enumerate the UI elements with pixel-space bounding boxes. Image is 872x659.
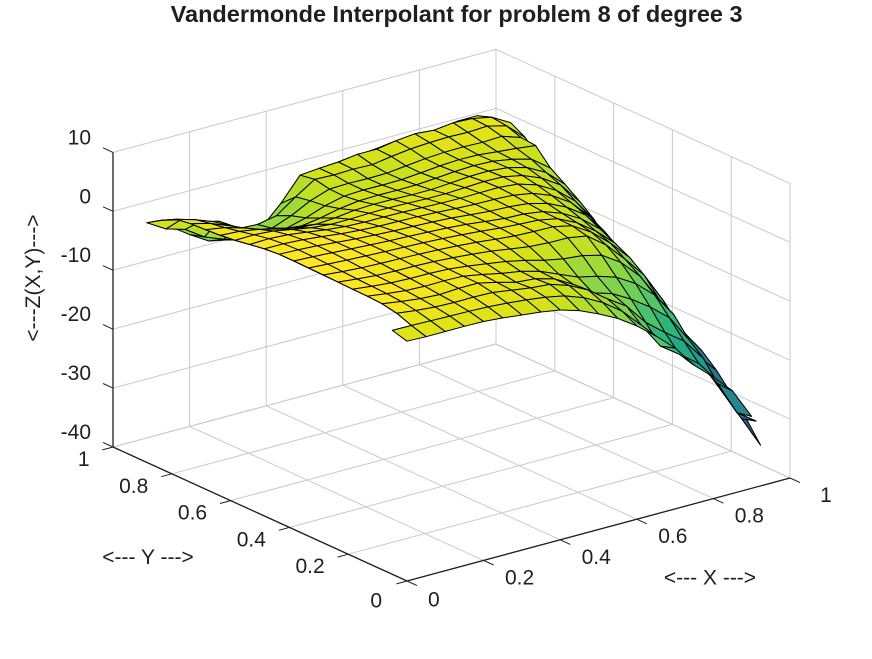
svg-text:0.8: 0.8	[119, 475, 148, 498]
svg-text:-30: -30	[61, 362, 91, 385]
svg-text:10: 10	[68, 126, 91, 149]
svg-text:1: 1	[78, 448, 90, 471]
svg-text:0: 0	[370, 589, 382, 612]
svg-text:-10: -10	[61, 244, 91, 267]
svg-text:0: 0	[428, 589, 440, 612]
svg-text:Vandermonde Interpolant for pr: Vandermonde Interpolant for problem 8 of…	[171, 1, 743, 27]
svg-text:0.8: 0.8	[735, 505, 764, 528]
svg-text:<---Z(X,Y)--->: <---Z(X,Y)--->	[22, 214, 45, 341]
svg-text:0: 0	[79, 185, 91, 208]
svg-text:0.2: 0.2	[505, 566, 534, 589]
svg-text:-20: -20	[61, 303, 91, 326]
svg-text:<--- X --->: <--- X --->	[664, 567, 756, 590]
svg-text:0.4: 0.4	[582, 546, 612, 569]
svg-text:0.4: 0.4	[237, 528, 267, 551]
svg-text:-40: -40	[61, 421, 91, 444]
svg-text:0.6: 0.6	[178, 502, 207, 525]
svg-text:<--- Y --->: <--- Y --->	[102, 546, 193, 569]
svg-text:1: 1	[820, 484, 832, 507]
svg-text:0.2: 0.2	[295, 555, 324, 578]
svg-text:0.6: 0.6	[658, 525, 687, 548]
